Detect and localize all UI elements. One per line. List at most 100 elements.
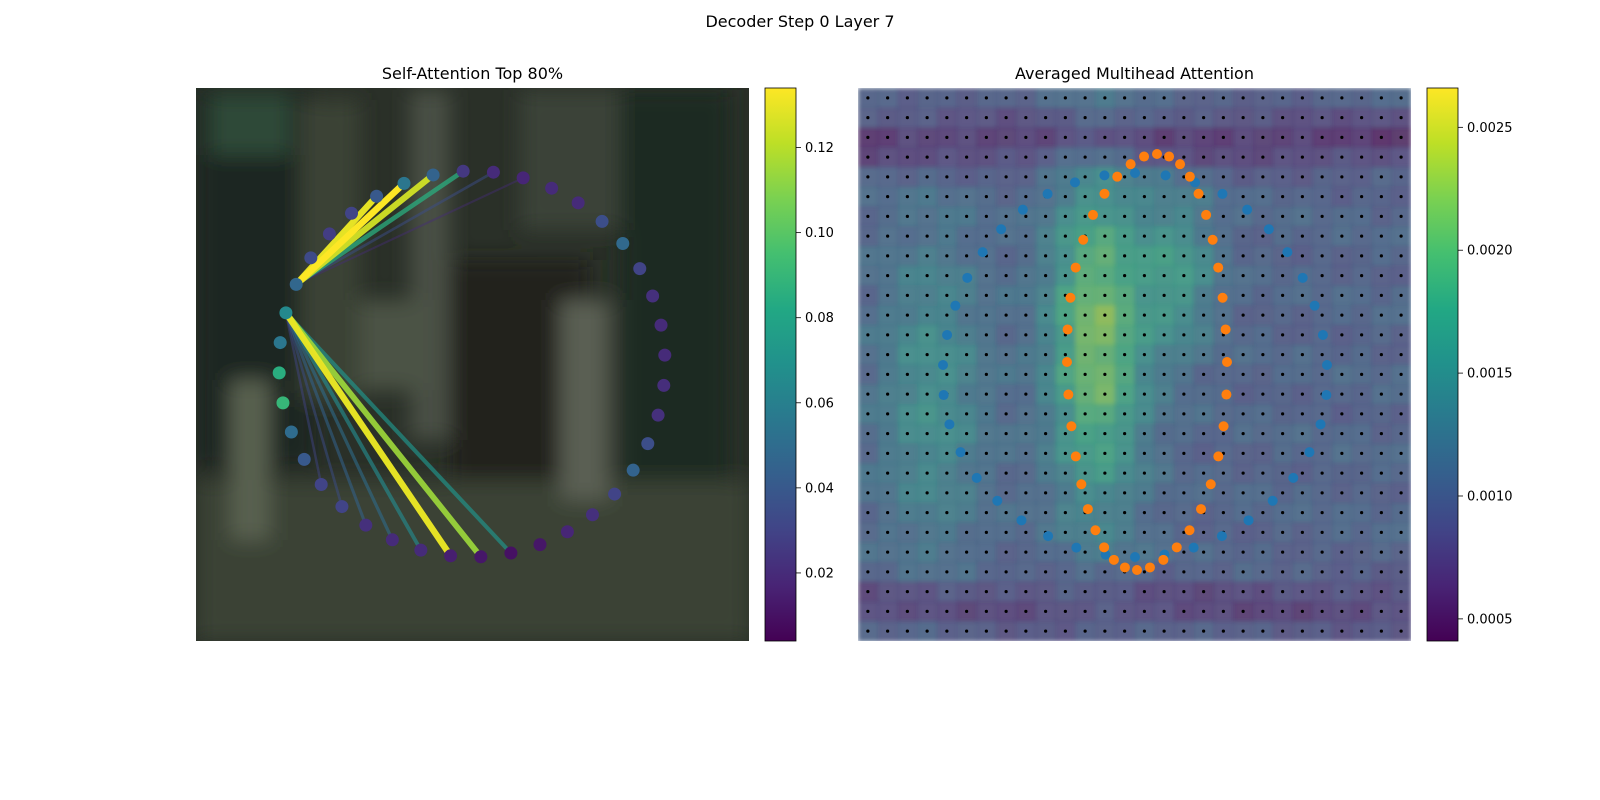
grid-dot <box>905 254 909 258</box>
grid-dot <box>1320 195 1324 199</box>
grid-dot <box>1024 570 1028 574</box>
grid-dot <box>1360 372 1364 376</box>
grid-dot <box>1162 451 1166 455</box>
grid-dot <box>1241 491 1245 495</box>
grid-dot <box>925 609 929 613</box>
grid-dot <box>1202 333 1206 337</box>
grid-dot <box>1004 550 1008 554</box>
colorbar-tick-label: 0.0010 <box>1467 489 1513 504</box>
grid-dot <box>1379 412 1383 416</box>
grid-dot <box>886 214 890 218</box>
grid-dot <box>1083 550 1087 554</box>
grid-dot <box>1340 353 1344 357</box>
grid-dot <box>1399 511 1403 515</box>
grid-dot <box>1300 432 1304 436</box>
grid-dot <box>1399 372 1403 376</box>
orange-point <box>1099 188 1110 199</box>
grid-dot <box>1123 451 1127 455</box>
grid-dot <box>1241 471 1245 475</box>
grid-dot <box>1281 590 1285 594</box>
grid-dot <box>886 135 890 139</box>
grid-dot <box>1300 451 1304 455</box>
grid-dot <box>1123 254 1127 258</box>
grid-dot <box>1182 234 1186 238</box>
grid-dot <box>1379 353 1383 357</box>
grid-dot <box>1379 254 1383 258</box>
colorbar-tick-label: 0.06 <box>805 396 834 411</box>
grid-dot <box>1261 491 1265 495</box>
grid-dot <box>1123 372 1127 376</box>
grid-dot <box>1063 175 1067 179</box>
grid-dot <box>1261 175 1265 179</box>
grid-dot <box>1300 392 1304 396</box>
colorbar-tick-label: 0.12 <box>805 141 834 156</box>
grid-dot <box>1063 195 1067 199</box>
grid-dot <box>1004 530 1008 534</box>
grid-dot <box>965 609 969 613</box>
grid-dot <box>1063 214 1067 218</box>
grid-dot <box>1083 214 1087 218</box>
grid-dot <box>1004 293 1008 297</box>
grid-dot <box>1379 313 1383 317</box>
grid-dot <box>1142 491 1146 495</box>
grid-dot <box>886 432 890 436</box>
grid-dot <box>1182 451 1186 455</box>
grid-dot <box>984 234 988 238</box>
grid-dot <box>945 491 949 495</box>
grid-dot <box>984 412 988 416</box>
blue-point <box>938 360 948 370</box>
grid-dot <box>925 451 929 455</box>
grid-dot <box>1044 116 1048 120</box>
grid-dot <box>1221 550 1225 554</box>
grid-dot <box>1241 372 1245 376</box>
grid-dot <box>1261 135 1265 139</box>
grid-dot <box>945 511 949 515</box>
grid-dot <box>1202 155 1206 159</box>
grid-dot <box>1379 491 1383 495</box>
grid-dot <box>1300 471 1304 475</box>
grid-dot <box>1182 214 1186 218</box>
grid-dot <box>1123 471 1127 475</box>
grid-dot <box>1241 333 1245 337</box>
blue-point <box>1317 329 1328 340</box>
orange-point <box>1062 324 1073 335</box>
grid-dot <box>1182 491 1186 495</box>
grid-dot <box>1123 135 1127 139</box>
grid-dot <box>1083 570 1087 574</box>
grid-dot <box>905 491 909 495</box>
attention-edge <box>293 180 407 287</box>
grid-dot <box>866 590 870 594</box>
grid-dot <box>1103 590 1107 594</box>
grid-dot <box>1399 175 1403 179</box>
grid-dot <box>1162 274 1166 278</box>
grid-dot <box>905 333 909 337</box>
blue-point <box>1130 168 1140 178</box>
blue-point <box>996 224 1007 235</box>
grid-dot <box>965 432 969 436</box>
grid-dot <box>1202 432 1206 436</box>
grid-dot <box>1024 451 1028 455</box>
colorbar-tick-label: 0.0015 <box>1467 367 1513 382</box>
contour-node <box>595 214 609 228</box>
grid-dot <box>965 254 969 258</box>
grid-dot <box>1241 234 1245 238</box>
grid-dot <box>1300 372 1304 376</box>
grid-dot <box>925 333 929 337</box>
blue-point <box>1069 177 1080 188</box>
grid-dot <box>1202 313 1206 317</box>
grid-dot <box>1281 96 1285 100</box>
grid-dot <box>965 333 969 337</box>
grid-dot <box>1340 195 1344 199</box>
grid-dot <box>905 313 909 317</box>
grid-dot <box>1320 590 1324 594</box>
grid-dot <box>1063 609 1067 613</box>
grid-dot <box>1241 195 1245 199</box>
grid-dot <box>984 353 988 357</box>
grid-dot <box>945 214 949 218</box>
grid-dot <box>1281 116 1285 120</box>
grid-dot <box>1241 274 1245 278</box>
grid-dot <box>1320 471 1324 475</box>
grid-dot <box>1063 511 1067 515</box>
grid-dot <box>925 590 929 594</box>
grid-dot <box>1004 570 1008 574</box>
